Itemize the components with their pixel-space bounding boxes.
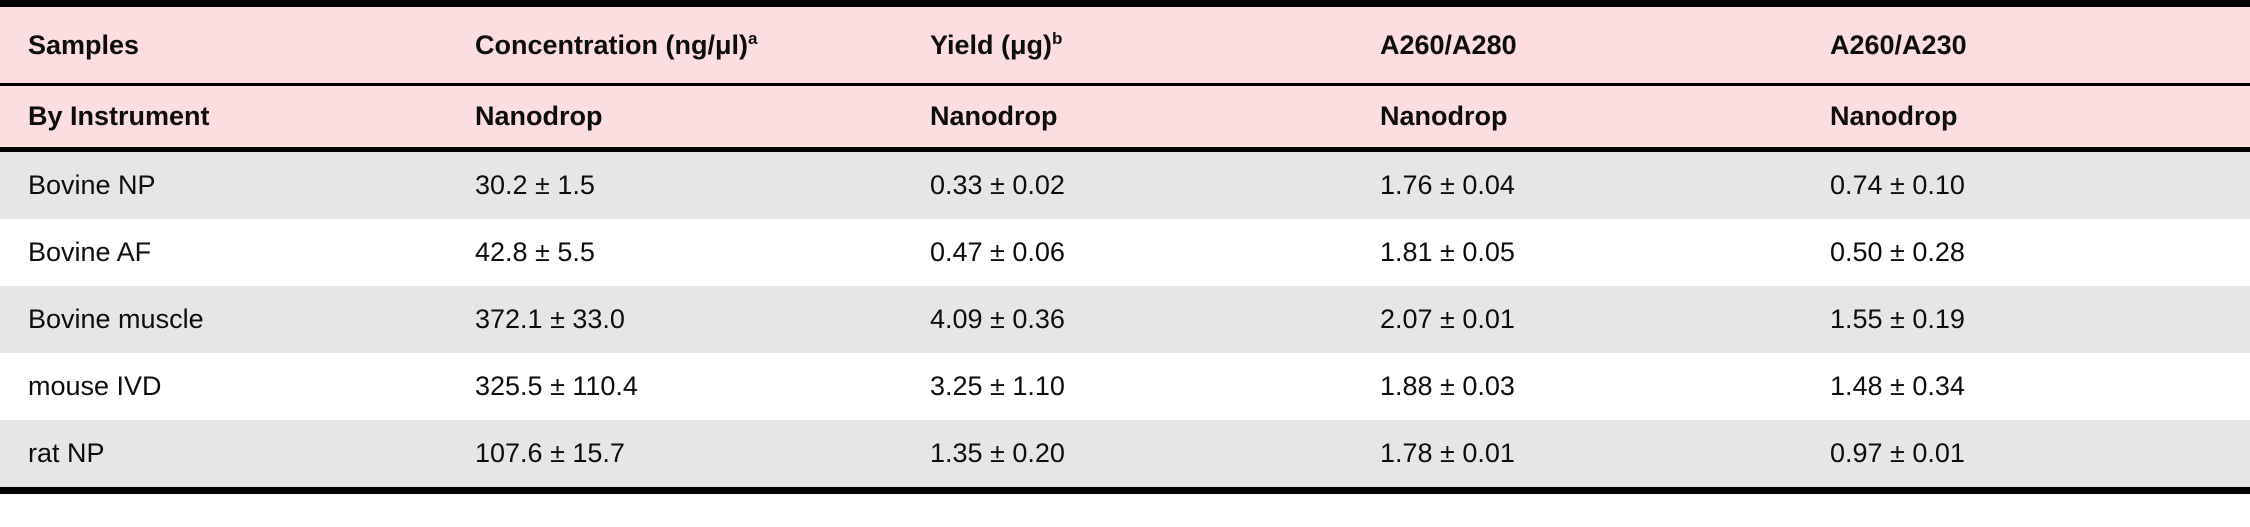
cell-a260-a280: 1.78 ± 0.01	[1355, 420, 1805, 491]
cell-a260-a230: 0.50 ± 0.28	[1805, 219, 2250, 286]
header-a260-a280-label: A260/A280	[1380, 29, 1517, 60]
samples-measurement-table: Samples Concentration (ng/μl)a Yield (μg…	[0, 0, 2250, 494]
cell-concentration: 372.1 ± 33.0	[450, 286, 905, 353]
cell-concentration: 325.5 ± 110.4	[450, 353, 905, 420]
row-label: Bovine muscle	[0, 286, 450, 353]
cell-yield: 1.35 ± 0.20	[905, 420, 1355, 491]
row-label: mouse IVD	[0, 353, 450, 420]
table-row-bovine-muscle: Bovine muscle 372.1 ± 33.0 4.09 ± 0.36 2…	[0, 286, 2250, 353]
header-yield: Yield (μg)b	[905, 3, 1355, 86]
table-row-bovine-af: Bovine AF 42.8 ± 5.5 0.47 ± 0.06 1.81 ± …	[0, 219, 2250, 286]
cell-a260-a280: 1.88 ± 0.03	[1355, 353, 1805, 420]
header-instrument-a260-a280: Nanodrop	[1355, 84, 1805, 152]
header-instrument-yield: Nanodrop	[905, 84, 1355, 152]
table-row-rat-np: rat NP 107.6 ± 15.7 1.35 ± 0.20 1.78 ± 0…	[0, 420, 2250, 491]
cell-a260-a230: 1.48 ± 0.34	[1805, 353, 2250, 420]
cell-yield: 3.25 ± 1.10	[905, 353, 1355, 420]
header-row-instrument: By Instrument Nanodrop Nanodrop Nanodrop…	[0, 84, 2250, 152]
cell-a260-a230: 0.97 ± 0.01	[1805, 420, 2250, 491]
header-samples-label: Samples	[28, 29, 140, 60]
header-a260-a280: A260/A280	[1355, 3, 1805, 86]
table-row-mouse-ivd: mouse IVD 325.5 ± 110.4 3.25 ± 1.10 1.88…	[0, 353, 2250, 420]
cell-concentration: 30.2 ± 1.5	[450, 149, 905, 219]
header-a260-a230-label: A260/A230	[1830, 29, 1967, 60]
header-concentration: Concentration (ng/μl)a	[450, 3, 905, 86]
cell-concentration: 107.6 ± 15.7	[450, 420, 905, 491]
header-instrument-concentration: Nanodrop	[450, 84, 905, 152]
cell-yield: 4.09 ± 0.36	[905, 286, 1355, 353]
header-yield-label: Yield (μg)	[930, 29, 1053, 60]
header-a260-a230: A260/A230	[1805, 3, 2250, 86]
cell-a260-a230: 1.55 ± 0.19	[1805, 286, 2250, 353]
cell-a260-a280: 1.81 ± 0.05	[1355, 219, 1805, 286]
header-concentration-label: Concentration (ng/μl)	[475, 29, 748, 60]
cell-yield: 0.47 ± 0.06	[905, 219, 1355, 286]
row-label: Bovine AF	[0, 219, 450, 286]
row-label: Bovine NP	[0, 149, 450, 219]
cell-a260-a280: 2.07 ± 0.01	[1355, 286, 1805, 353]
table-row-bovine-np: Bovine NP 30.2 ± 1.5 0.33 ± 0.02 1.76 ± …	[0, 149, 2250, 219]
footnote-marker-a: a	[748, 28, 758, 48]
row-label: rat NP	[0, 420, 450, 491]
header-row-measures: Samples Concentration (ng/μl)a Yield (μg…	[0, 3, 2250, 86]
header-samples: Samples	[0, 3, 450, 86]
cell-a260-a230: 0.74 ± 0.10	[1805, 149, 2250, 219]
header-instrument-a260-a230: Nanodrop	[1805, 84, 2250, 152]
cell-a260-a280: 1.76 ± 0.04	[1355, 149, 1805, 219]
header-by-instrument: By Instrument	[0, 84, 450, 152]
footnote-marker-b: b	[1052, 28, 1063, 48]
cell-yield: 0.33 ± 0.02	[905, 149, 1355, 219]
cell-concentration: 42.8 ± 5.5	[450, 219, 905, 286]
